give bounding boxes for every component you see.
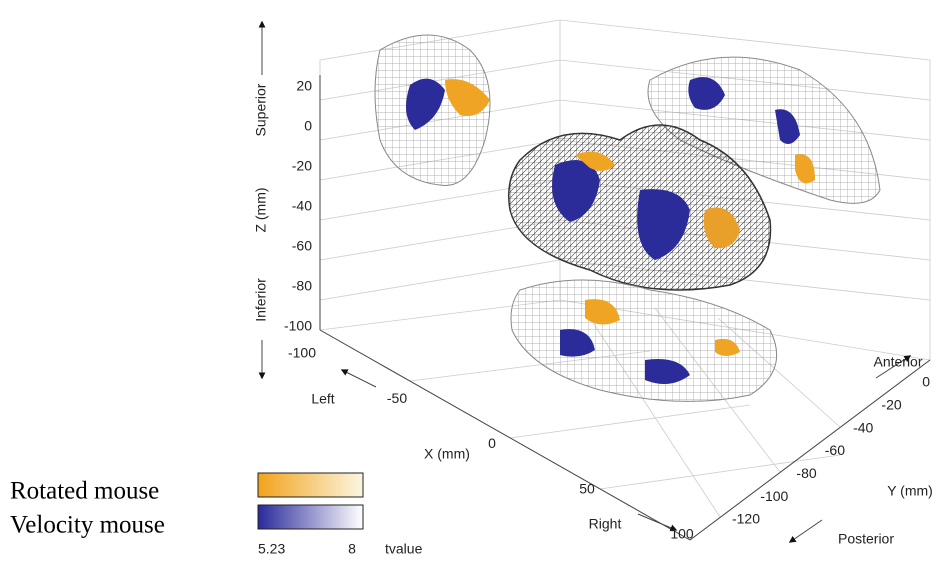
x-start-label: Left [311,391,334,407]
z-top-label: Superior [253,83,269,136]
x-tick-label: -100 [288,345,316,361]
legend-entry: Rotated mouse [10,478,159,505]
y-tick-label: -120 [732,511,760,527]
y-tick-label: -60 [825,442,845,458]
colorbar-blue [258,505,363,529]
colorbar-min: 5.23 [258,541,285,557]
z-tick-label: -60 [292,238,312,254]
y-tick-label: -40 [853,419,873,435]
z-tick-label: -20 [292,158,312,174]
z-tick-label: -80 [292,278,312,294]
x-end-label: Right [589,516,622,532]
figure: Superior Z (mm) Inferior X (mm) Left Rig… [0,0,939,565]
z-tick-label: 20 [296,78,312,94]
y-tick-label: -100 [760,488,788,504]
legend: Rotated mouse Velocity mouse 5.23 8 tval… [10,473,423,557]
colorbar-unit: tvalue [385,541,423,557]
z-tick-label: -100 [284,318,312,334]
z-tick-label: -40 [292,198,312,214]
brain-bottom-projection [511,280,777,401]
x-tick-label: 0 [488,435,496,451]
y-axis-label: Y (mm) [887,483,933,499]
x-axis-label: X (mm) [424,446,470,462]
x-tick-label: 50 [579,480,595,496]
x-tick-label: 100 [670,526,694,542]
y-end-label: Posterior [838,531,894,547]
z-axis-label: Z (mm) [253,187,269,232]
x-tick-label: -50 [387,390,407,406]
colorbar-max: 8 [348,541,356,557]
z-bottom-label: Inferior [253,278,269,322]
legend-entry: Velocity mouse [10,512,165,539]
colorbar-orange [258,473,363,497]
y-tick-label: 0 [922,374,930,390]
z-tick-label: 0 [304,118,312,134]
y-tick-label: -80 [796,465,816,481]
y-tick-label: -20 [881,397,901,413]
brain-left-projection [375,35,490,185]
y-start-label: Anterior [873,354,922,370]
